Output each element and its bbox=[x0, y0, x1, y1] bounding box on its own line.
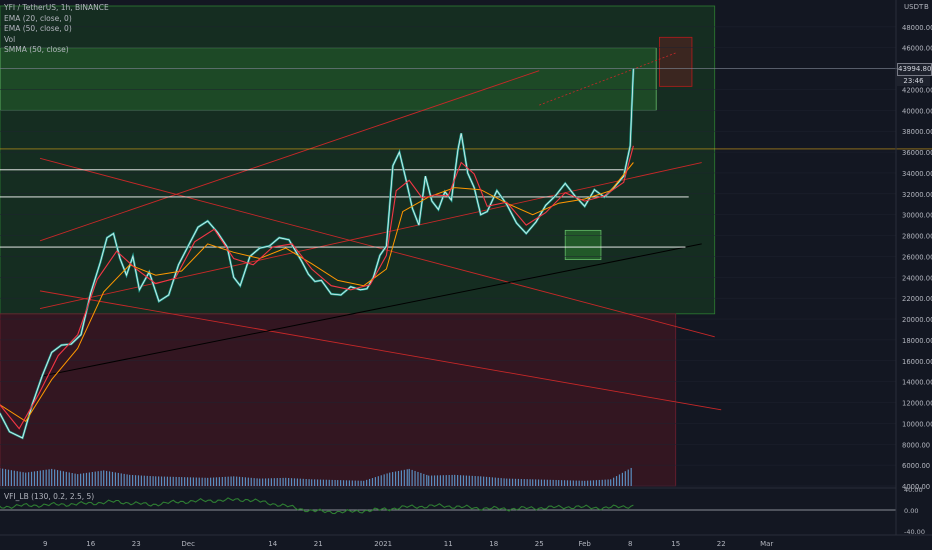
ema50-line bbox=[0, 162, 634, 422]
x-tick-label: 25 bbox=[535, 540, 544, 548]
y-tick-label: 22000.00 bbox=[902, 295, 932, 303]
legend-symbol[interactable]: YFI / TetherUS, 1h, BINANCE bbox=[4, 3, 109, 12]
y-tick-label: 16000.00 bbox=[902, 358, 932, 366]
legend-vol[interactable]: Vol bbox=[4, 34, 16, 44]
chart-legend: YFI / TetherUS, 1h, BINANCE EMA (20, clo… bbox=[4, 3, 109, 56]
y-tick-label: 34000.00 bbox=[902, 170, 932, 178]
y-tick-label: 40000.00 bbox=[902, 107, 932, 115]
x-tick-label: Dec bbox=[181, 540, 195, 548]
x-tick-label: 23 bbox=[132, 540, 141, 548]
y-tick-label: 38000.00 bbox=[902, 128, 932, 136]
y-tick-label: 24000.00 bbox=[902, 274, 932, 282]
zone-red_box bbox=[659, 36, 693, 87]
legend-ema20[interactable]: EMA (20, close, 0) bbox=[4, 13, 72, 23]
ema20-line bbox=[0, 145, 634, 430]
trendline-red-descending-2 bbox=[39, 290, 722, 411]
x-tick-label: Feb bbox=[578, 540, 591, 548]
x-tick-label: 14 bbox=[268, 540, 277, 548]
y-tick-label: 46000.00 bbox=[902, 45, 932, 53]
x-tick-label: 21 bbox=[314, 540, 323, 548]
trendline-red-dotted bbox=[539, 52, 676, 106]
x-tick-label: Mar bbox=[760, 540, 773, 548]
legend-ema50[interactable]: EMA (50, close, 0) bbox=[4, 24, 72, 33]
trendline-black bbox=[39, 243, 702, 377]
currency-label: USDT bbox=[904, 3, 924, 11]
x-tick-label: 18 bbox=[489, 540, 498, 548]
trendline-red-descending-1 bbox=[39, 157, 715, 338]
indicator-label[interactable]: VFI_LB (130, 0.2, 2.5, 5) bbox=[4, 492, 95, 501]
x-tick-label: 16 bbox=[86, 540, 95, 548]
legend-smma[interactable]: SMMA (50, close) bbox=[4, 45, 69, 54]
vfi-line bbox=[0, 497, 634, 515]
trendline-red-upper bbox=[39, 70, 540, 242]
y-tick-label: 36000.00 bbox=[902, 149, 932, 157]
zone-green_box bbox=[564, 229, 602, 260]
x-tick-label: 15 bbox=[671, 540, 680, 548]
y-tick-label: 8000.00 bbox=[902, 441, 930, 449]
price-wicks bbox=[0, 68, 634, 439]
vfi-tick-label: -40.00 bbox=[904, 528, 925, 536]
y-tick-label: 14000.00 bbox=[902, 379, 932, 387]
y-tick-label: 18000.00 bbox=[902, 337, 932, 345]
x-tick-label: 9 bbox=[43, 540, 47, 548]
zone-green_zone_inner bbox=[0, 47, 657, 111]
x-tick-label: 8 bbox=[628, 540, 632, 548]
x-tick-label: 11 bbox=[444, 540, 453, 548]
y-tick-label: 4000.00 bbox=[902, 483, 930, 491]
y-tick-label: 48000.00 bbox=[902, 24, 932, 32]
y-tick-label: 6000.00 bbox=[902, 462, 930, 470]
countdown-tag: 23:46 bbox=[897, 76, 930, 86]
y-tick-label: 12000.00 bbox=[902, 400, 932, 408]
zone-red_zone bbox=[0, 313, 677, 487]
y-tick-label: 30000.00 bbox=[902, 212, 932, 220]
zone-green_zone bbox=[0, 5, 716, 315]
x-tick-label: 22 bbox=[717, 540, 726, 548]
last-price-tag: 43994.80 bbox=[897, 63, 932, 76]
vfi-tick-label: 0.00 bbox=[904, 507, 918, 515]
y-tick-label: 26000.00 bbox=[902, 253, 932, 261]
trendline-red-lower bbox=[39, 162, 702, 310]
y-tick-label: 28000.00 bbox=[902, 233, 932, 241]
x-tick-label: 2021 bbox=[374, 540, 392, 548]
currency-extra-label: B bbox=[924, 3, 929, 11]
y-tick-label: 42000.00 bbox=[902, 86, 932, 94]
vfi-tick-label: 40.00 bbox=[904, 486, 923, 494]
y-tick-label: 10000.00 bbox=[902, 420, 932, 428]
y-tick-label: 20000.00 bbox=[902, 316, 932, 324]
y-tick-label: 32000.00 bbox=[902, 191, 932, 199]
